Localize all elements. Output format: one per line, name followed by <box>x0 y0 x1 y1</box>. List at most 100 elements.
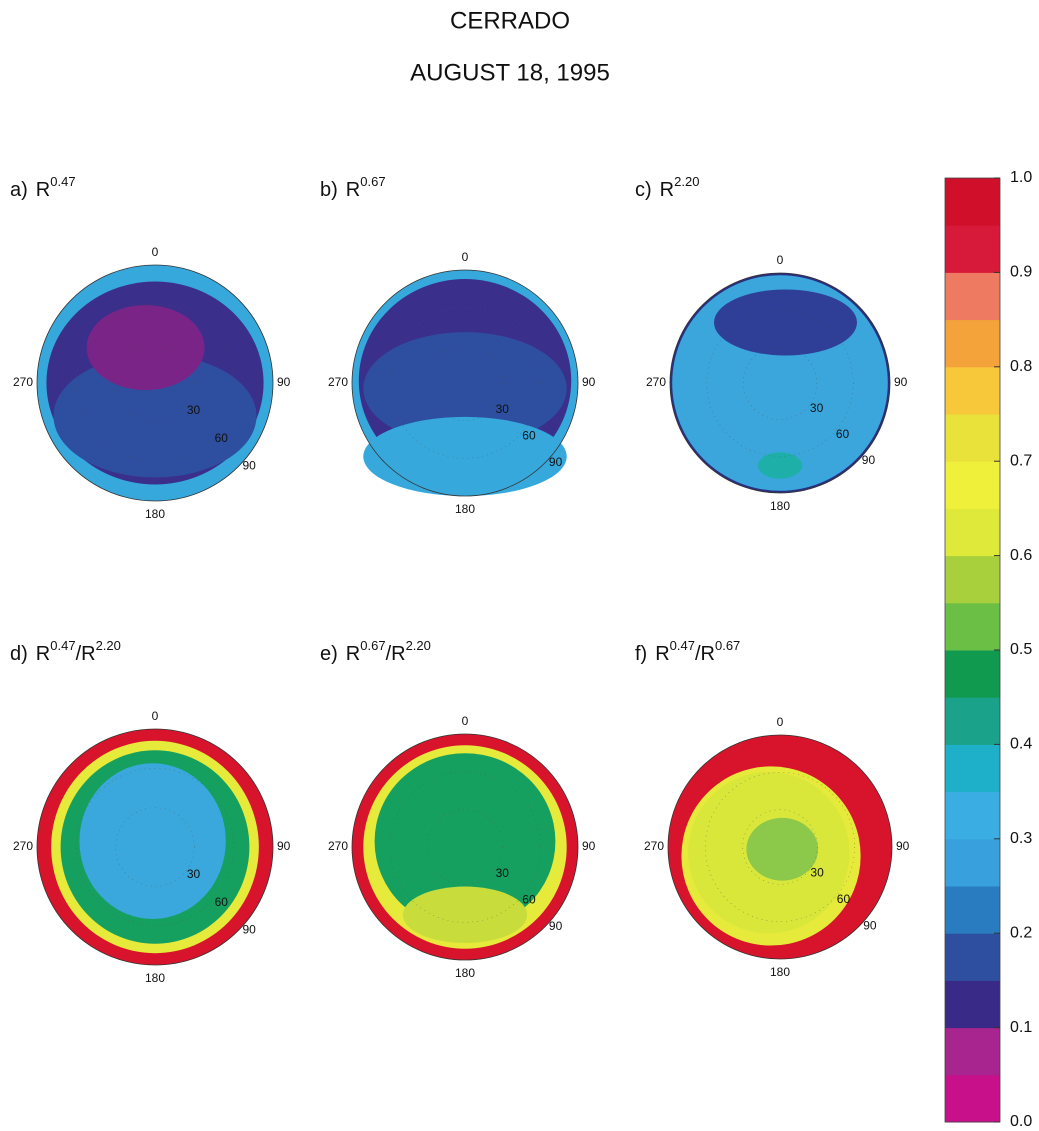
contour-region <box>79 763 226 919</box>
azimuth-label: 90 <box>582 375 596 389</box>
label-text: /R <box>386 643 406 665</box>
label-text: R <box>655 643 669 665</box>
label-superscript: 0.47 <box>50 174 75 189</box>
panel-outline <box>36 264 274 502</box>
colorbar-tick-label: 0.0 <box>1010 1113 1032 1130</box>
colorbar-band <box>945 602 1000 651</box>
colorbar-band <box>945 791 1000 840</box>
azimuth-label: 0 <box>462 250 469 264</box>
colorbar-band <box>945 225 1000 273</box>
colorbar-band <box>945 272 1000 321</box>
azimuth-label: 90 <box>582 839 596 853</box>
azimuth-label: 270 <box>644 839 664 853</box>
label-superscript: 0.47 <box>670 638 695 653</box>
colorbar-tick-label: 0.5 <box>1010 641 1032 658</box>
contour-region <box>86 305 205 391</box>
colorbar-band <box>945 886 1000 934</box>
label-text: R <box>660 179 674 201</box>
contour-region <box>53 354 257 478</box>
colorbar-band <box>945 366 1000 415</box>
panel-label: a) R0.47 <box>10 174 76 201</box>
colorbar-band <box>945 980 1000 1029</box>
colorbar-tick-label: 0.9 <box>1010 264 1032 281</box>
zenith-label: 30 <box>496 866 510 880</box>
zenith-label: 30 <box>187 403 201 417</box>
colorbar-tick-label: 0.7 <box>1010 452 1032 469</box>
colorbar-band <box>945 555 1000 604</box>
label-superscript: 2.20 <box>674 174 699 189</box>
colorbar-tick-label: 0.2 <box>1010 924 1032 941</box>
azimuth-label: 180 <box>770 499 790 513</box>
zenith-ring <box>706 309 854 457</box>
colorbar-band <box>945 838 1000 887</box>
polar-panel <box>667 734 893 960</box>
label-text: b) <box>320 179 338 201</box>
panel-label: f) R0.47/R0.67 <box>635 638 740 665</box>
contour-region <box>758 452 802 479</box>
colorbar-tick-label: 0.8 <box>1010 358 1032 375</box>
colorbar-tick-label: 1.0 <box>1010 169 1032 186</box>
colorbar-band <box>945 933 1000 981</box>
zenith-label: 30 <box>810 401 824 415</box>
contour-region <box>402 886 528 944</box>
zenith-ring <box>389 771 541 923</box>
colorbar-band <box>945 414 1000 462</box>
label-text: e) <box>320 643 338 665</box>
label-superscript: 0.67 <box>360 638 385 653</box>
zenith-label: 60 <box>522 892 536 906</box>
polar-panel <box>36 728 274 966</box>
label-superscript: 2.20 <box>96 638 121 653</box>
label-superscript: 0.47 <box>50 638 75 653</box>
colorbar-band <box>945 650 1000 698</box>
zenith-ring <box>705 772 855 922</box>
contour-region <box>374 753 556 930</box>
azimuth-label: 0 <box>152 709 159 723</box>
colorbar-band <box>945 178 1000 226</box>
zenith-label: 90 <box>242 459 256 473</box>
zenith-ring <box>115 807 195 887</box>
colorbar-band <box>945 508 1000 557</box>
zenith-label: 90 <box>242 923 256 937</box>
label-text: c) <box>635 179 652 201</box>
zenith-ring <box>742 809 818 885</box>
zenith-label: 60 <box>215 895 229 909</box>
colorbar-tick-label: 0.6 <box>1010 547 1032 564</box>
azimuth-label: 270 <box>328 375 348 389</box>
panel-outline <box>351 269 579 497</box>
zenith-ring <box>427 809 503 885</box>
zenith-ring <box>427 345 503 421</box>
label-text: R <box>36 179 50 201</box>
label-superscript: 2.20 <box>406 638 431 653</box>
panel-label: b) R0.67 <box>320 174 386 201</box>
azimuth-label: 90 <box>277 375 291 389</box>
zenith-label: 60 <box>837 892 851 906</box>
azimuth-label: 90 <box>277 839 291 853</box>
azimuth-label: 90 <box>894 375 908 389</box>
colorbar-band <box>945 744 1000 793</box>
azimuth-label: 180 <box>145 507 165 521</box>
azimuth-label: 180 <box>455 966 475 980</box>
azimuth-label: 0 <box>462 714 469 728</box>
azimuth-label: 270 <box>13 375 33 389</box>
panel-outline <box>667 734 893 960</box>
label-superscript: 0.67 <box>360 174 385 189</box>
zenith-ring <box>76 768 234 926</box>
panel-outline <box>351 733 579 961</box>
colorbar-tick-label: 0.1 <box>1010 1019 1032 1036</box>
zenith-label: 30 <box>810 866 824 880</box>
colorbar-band <box>945 697 1000 745</box>
azimuth-label: 0 <box>777 253 784 267</box>
label-text: R <box>36 643 50 665</box>
polar-panel <box>669 272 891 494</box>
zenith-label: 90 <box>549 919 563 933</box>
label-text: /R <box>76 643 96 665</box>
label-text: R <box>346 179 360 201</box>
label-text: f) <box>635 643 647 665</box>
label-text: R <box>346 643 360 665</box>
label-superscript: 0.67 <box>715 638 740 653</box>
zenith-label: 90 <box>863 918 877 932</box>
colorbar-band <box>945 1027 1000 1076</box>
colorbar-tick-label: 0.3 <box>1010 830 1032 847</box>
contour-region <box>746 817 819 881</box>
azimuth-label: 180 <box>770 965 790 979</box>
